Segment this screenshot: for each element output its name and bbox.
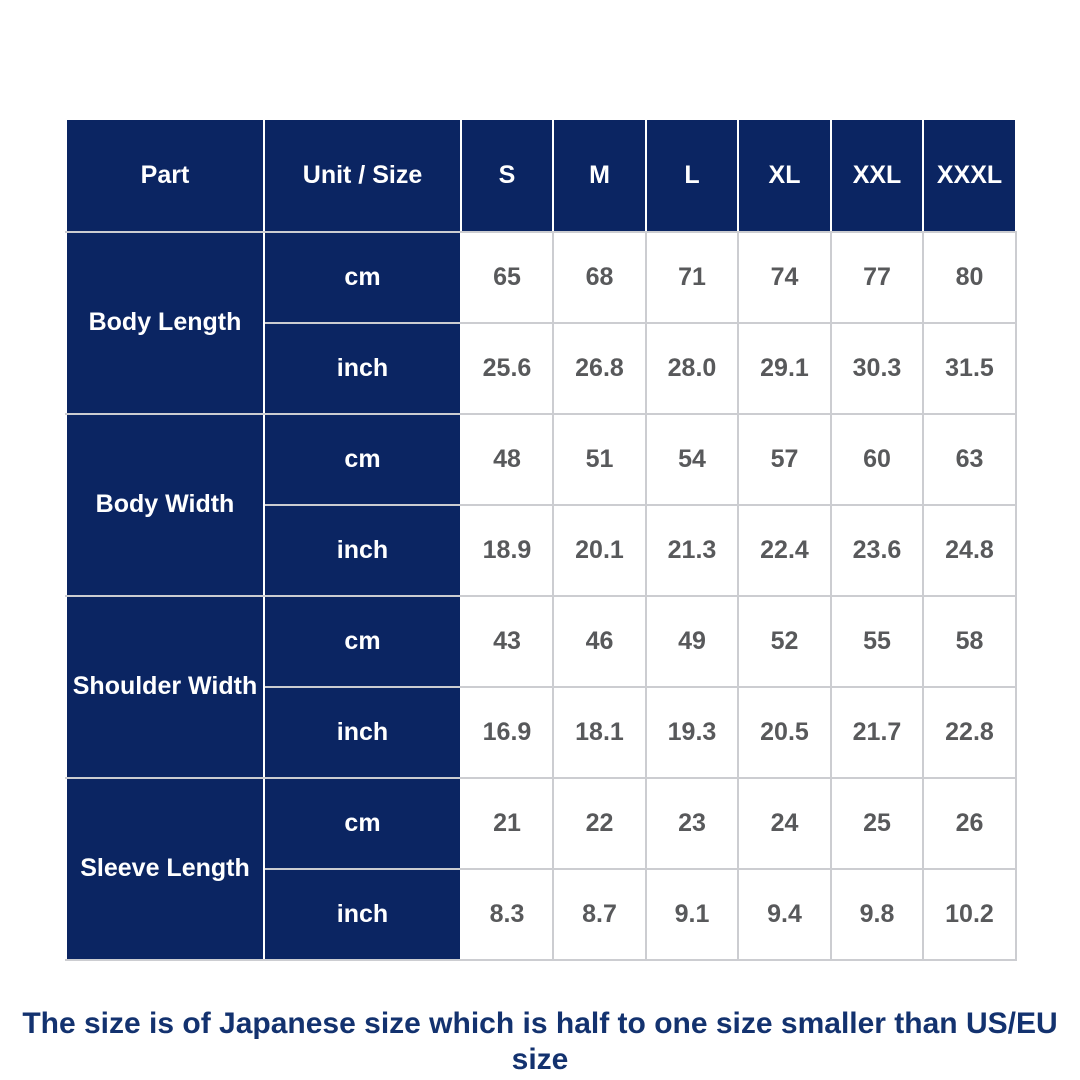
- value-cell: 43: [460, 595, 554, 688]
- value-cell: 8.7: [552, 868, 647, 961]
- value-cell: 65: [460, 231, 554, 324]
- value-cell: 25.6: [460, 322, 554, 415]
- value-cell: 31.5: [922, 322, 1017, 415]
- value-cell: 23: [645, 777, 739, 870]
- value-cell: 20.1: [552, 504, 647, 597]
- value-cell: 55: [830, 595, 924, 688]
- value-cell: 24.8: [922, 504, 1017, 597]
- unit-label: inch: [263, 504, 462, 597]
- value-cell: 51: [552, 413, 647, 506]
- value-cell: 18.9: [460, 504, 554, 597]
- value-cell: 9.8: [830, 868, 924, 961]
- value-cell: 9.1: [645, 868, 739, 961]
- value-cell: 57: [737, 413, 832, 506]
- table-row: inch 16.9 18.1 19.3 20.5 21.7 22.8: [66, 686, 1017, 779]
- value-cell: 9.4: [737, 868, 832, 961]
- value-cell: 16.9: [460, 686, 554, 779]
- value-cell: 46: [552, 595, 647, 688]
- value-cell: 8.3: [460, 868, 554, 961]
- column-header-size-m: M: [552, 120, 647, 233]
- value-cell: 80: [922, 231, 1017, 324]
- value-cell: 21.3: [645, 504, 739, 597]
- value-cell: 77: [830, 231, 924, 324]
- value-cell: 18.1: [552, 686, 647, 779]
- value-cell: 74: [737, 231, 832, 324]
- table-row: Body Width cm 48 51 54 57 60 63: [65, 413, 1017, 597]
- value-cell: 22.8: [922, 686, 1017, 779]
- value-cell: 23.6: [830, 504, 924, 597]
- unit-label: inch: [263, 322, 462, 415]
- table-row: Body Length cm 65 68 71 74 77 80: [65, 231, 1017, 415]
- size-chart-table: Part Unit / Size S M L XL XXL XXXL Body …: [65, 120, 1017, 961]
- value-cell: 54: [645, 413, 739, 506]
- part-label-body-length: Body Length: [65, 231, 265, 415]
- unit-label: inch: [263, 868, 462, 961]
- table-row: inch 8.3 8.7 9.1 9.4 9.8 10.2: [66, 868, 1017, 961]
- table-header-row: Part Unit / Size S M L XL XXL XXXL: [65, 120, 1017, 233]
- unit-label: inch: [263, 686, 462, 779]
- value-cell: 58: [922, 595, 1017, 688]
- column-header-unit-size: Unit / Size: [263, 120, 462, 233]
- size-note-text: The size is of Japanese size which is ha…: [22, 1007, 1058, 1076]
- value-cell: 28.0: [645, 322, 739, 415]
- value-cell: 22.4: [737, 504, 832, 597]
- column-header-size-xxxl: XXXL: [922, 120, 1017, 233]
- value-cell: 19.3: [645, 686, 739, 779]
- column-header-size-l: L: [645, 120, 739, 233]
- table-row: inch 18.9 20.1 21.3 22.4 23.6 24.8: [66, 504, 1017, 597]
- column-header-size-xxl: XXL: [830, 120, 924, 233]
- value-cell: 20.5: [737, 686, 832, 779]
- value-cell: 68: [552, 231, 647, 324]
- value-cell: 21: [460, 777, 554, 870]
- value-cell: 63: [922, 413, 1017, 506]
- part-label-sleeve-length: Sleeve Length: [65, 777, 265, 961]
- value-cell: 49: [645, 595, 739, 688]
- value-cell: 48: [460, 413, 554, 506]
- unit-label: cm: [263, 231, 462, 324]
- value-cell: 26: [922, 777, 1017, 870]
- value-cell: 26.8: [552, 322, 647, 415]
- value-cell: 22: [552, 777, 647, 870]
- value-cell: 52: [737, 595, 832, 688]
- table-row: Sleeve Length cm 21 22 23 24 25 26: [65, 777, 1017, 961]
- column-header-size-s: S: [460, 120, 554, 233]
- table-row: Shoulder Width cm 43 46 49 52 55 58: [65, 595, 1017, 779]
- part-label-shoulder-width: Shoulder Width: [65, 595, 265, 779]
- value-cell: 10.2: [922, 868, 1017, 961]
- value-cell: 30.3: [830, 322, 924, 415]
- unit-label: cm: [263, 413, 462, 506]
- value-cell: 71: [645, 231, 739, 324]
- part-label-body-width: Body Width: [65, 413, 265, 597]
- column-header-part: Part: [65, 120, 265, 233]
- value-cell: 25: [830, 777, 924, 870]
- value-cell: 29.1: [737, 322, 832, 415]
- column-header-size-xl: XL: [737, 120, 832, 233]
- value-cell: 21.7: [830, 686, 924, 779]
- table-row: inch 25.6 26.8 28.0 29.1 30.3 31.5: [66, 322, 1017, 415]
- unit-label: cm: [263, 777, 462, 870]
- unit-label: cm: [263, 595, 462, 688]
- value-cell: 24: [737, 777, 832, 870]
- value-cell: 60: [830, 413, 924, 506]
